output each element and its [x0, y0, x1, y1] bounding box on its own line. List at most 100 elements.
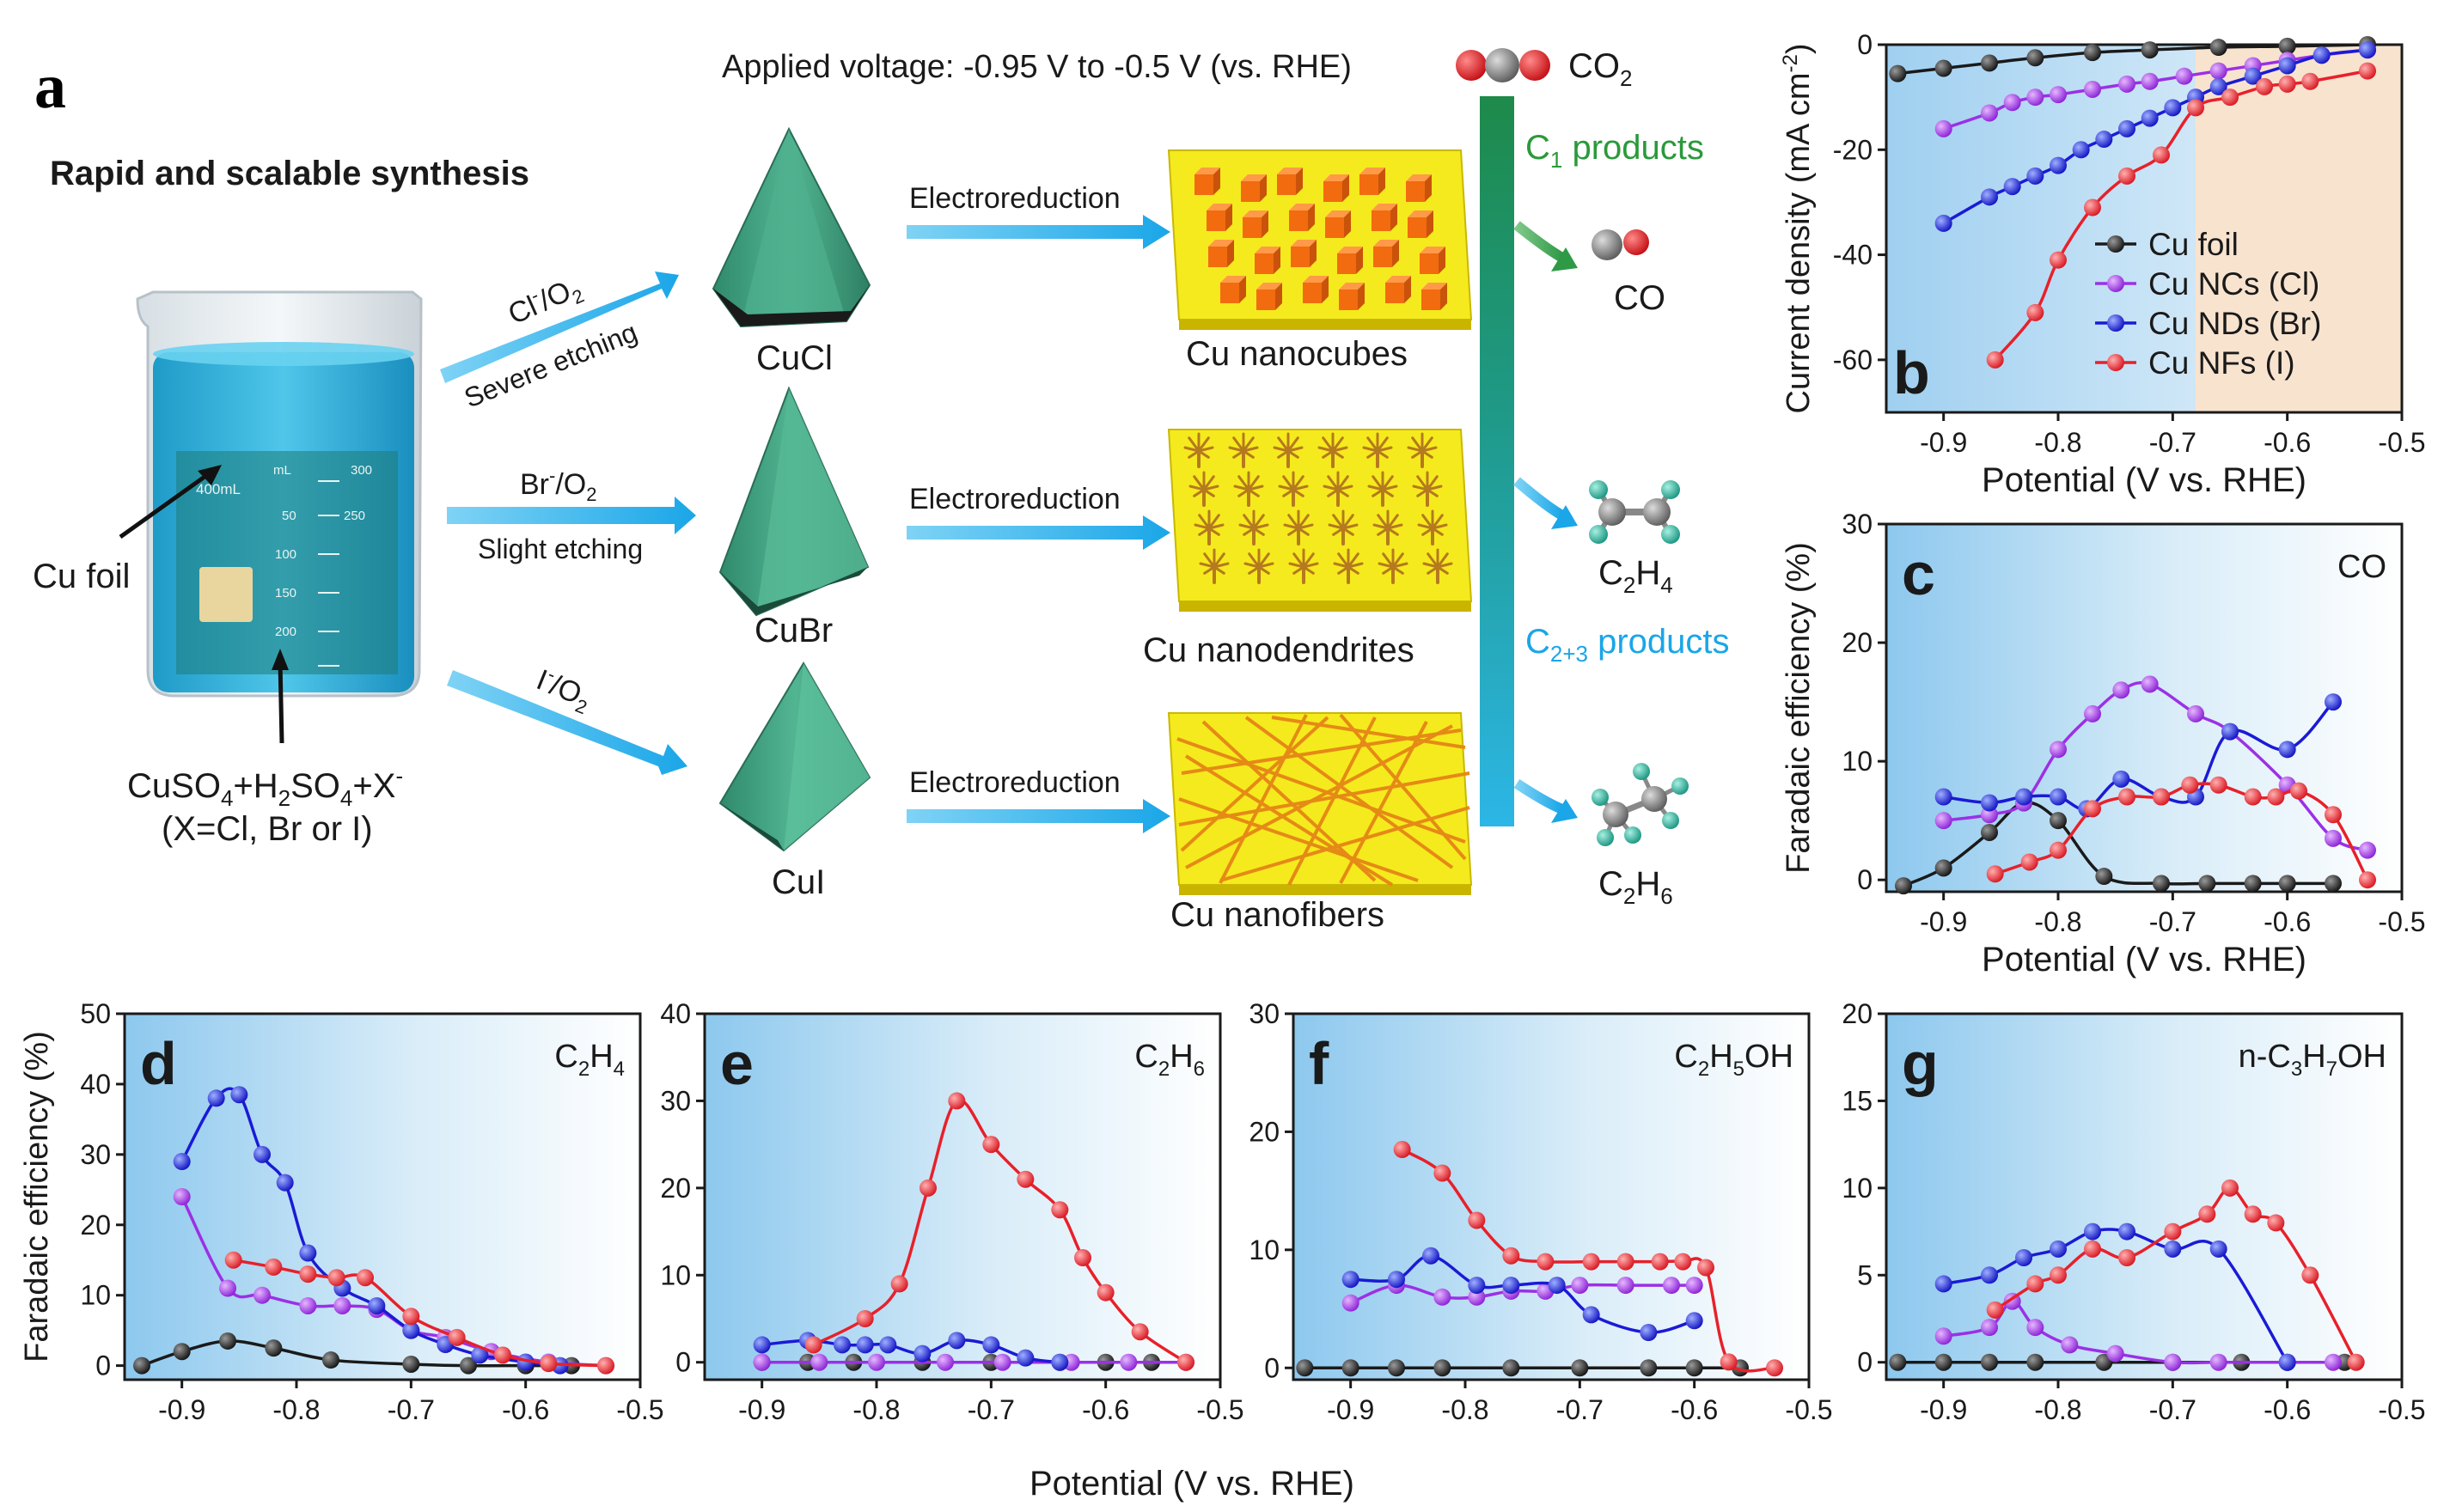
beaker-tick-50: 50 [282, 509, 296, 523]
data-point-black [1571, 1359, 1589, 1377]
legend-marker-red [2107, 354, 2124, 371]
nanocube-side [1262, 210, 1268, 238]
dendrite-branch [1336, 485, 1353, 491]
data-point-purple [2209, 62, 2227, 80]
y-tick-label: -20 [1833, 134, 1873, 165]
chart-c-background [1886, 524, 2402, 892]
dendrite-branch [1213, 552, 1225, 569]
data-point-red [1697, 1259, 1714, 1277]
data-point-black [1981, 1353, 1998, 1371]
nanofiber [1219, 714, 1308, 884]
route-br-ion: Br-/O2 [520, 465, 596, 505]
nanocube-front [1337, 253, 1356, 274]
nanodendrite [1362, 432, 1393, 468]
nanocube [1220, 276, 1246, 303]
nanocube-side [1296, 168, 1303, 195]
data-point-blue [1981, 794, 1998, 812]
nanocube-side [1356, 247, 1363, 274]
nanodendrite [1412, 471, 1443, 507]
chart-d-background [125, 1014, 640, 1380]
nanofiber [1271, 716, 1466, 749]
nanocube-side [1390, 204, 1397, 231]
nanofiber [1180, 716, 1329, 852]
nanocube-top [1303, 276, 1329, 283]
nanocube [1408, 210, 1433, 238]
nanocube-side [1439, 247, 1445, 274]
product-label-e: C2H6 [1134, 1039, 1205, 1081]
y-axis-label: Current density (mA cm-2) [1779, 44, 1817, 414]
data-point-blue [2118, 119, 2135, 137]
arrow-to-co [1513, 221, 1565, 263]
data-point-red [2244, 1205, 2262, 1223]
dendrite-branch [1278, 485, 1295, 491]
electroreduction-label-3: Electroreduction [909, 766, 1121, 799]
nanocube [1255, 247, 1280, 274]
dendrite-branch [1292, 485, 1309, 491]
nanocube-side [1322, 276, 1329, 303]
data-point-red [1502, 1247, 1520, 1265]
data-point-black [2084, 44, 2101, 62]
y-axis-label-sup: -2 [1779, 54, 1802, 72]
data-point-red [1986, 351, 2004, 369]
nanofiber [1339, 721, 1428, 884]
x-tick-label: -0.8 [272, 1394, 320, 1425]
data-point-blue [2095, 131, 2113, 149]
nanocube-side [1358, 283, 1365, 310]
product-label-part: H [590, 1039, 613, 1075]
y-axis-label: Faradaic efficiency (%) [19, 1031, 55, 1363]
nanocube-side [1440, 283, 1447, 310]
data-point-black [1889, 64, 1907, 82]
data-point-red [2267, 788, 2285, 806]
data-point-red [1674, 1253, 1692, 1271]
dendrite-branch [1376, 436, 1389, 453]
data-point-black [265, 1339, 283, 1357]
data-point-black [1934, 1353, 1952, 1371]
nanodendrite [1422, 548, 1453, 584]
chart-g-frame [1885, 1012, 2404, 1381]
data-point-red [2209, 776, 2227, 794]
substrate-nanofibers [1167, 712, 1473, 895]
data-point-blue [230, 1086, 248, 1104]
product-label-g: n-C3H7OH [2239, 1039, 2386, 1081]
dendrite-branch [1243, 562, 1261, 569]
x-tick-label: -0.9 [158, 1394, 205, 1425]
data-point-blue [2026, 167, 2044, 185]
data-point-red [1017, 1170, 1035, 1188]
dendrite-branch [1252, 523, 1269, 530]
x-tick-label: -0.8 [2034, 906, 2081, 937]
dendrite-branch [1426, 485, 1443, 491]
dendrite-branch [1228, 446, 1245, 453]
product-label-sub: 7 [2326, 1058, 2337, 1081]
dendrite-branch [1377, 514, 1390, 530]
data-point-purple [2325, 1353, 2342, 1371]
data-point-blue [2278, 1353, 2296, 1371]
data-point-blue [1051, 1353, 1069, 1371]
substrate-nanocubes [1167, 149, 1473, 330]
legend-label-purple: Cu NCs (Cl) [2148, 266, 2319, 302]
product-label-sub: 5 [1733, 1058, 1744, 1081]
beaker-tick-200: 200 [275, 625, 296, 639]
nanofiber [1339, 713, 1467, 861]
data-point-purple [1981, 1319, 1998, 1337]
chart-b-shade-peach [2196, 45, 2402, 412]
dendrite-branch [1197, 436, 1210, 453]
dendrite-branch [1242, 446, 1259, 453]
nanocube-top [1208, 240, 1234, 247]
nanocube-side [1275, 283, 1282, 310]
data-point-black [2026, 1353, 2044, 1371]
x-tick-label: -0.6 [2264, 1394, 2311, 1425]
data-point-red [2026, 1275, 2044, 1293]
nanocube-top [1194, 168, 1220, 174]
y-tick-label: 0 [675, 1347, 691, 1378]
x-tick-label: -0.8 [1441, 1394, 1488, 1425]
nanocube-front [1420, 253, 1439, 274]
nanocube-front [1339, 290, 1358, 310]
y-axis-label: Faradaic efficiency (%) [1781, 542, 1817, 874]
x-tick-label: -0.8 [2034, 427, 2081, 458]
electroreduction-label-1: Electroreduction [909, 182, 1121, 215]
x-tick-label: -0.5 [1785, 1394, 1832, 1425]
nanocube [1277, 168, 1303, 195]
route-br-etching: Slight etching [478, 533, 643, 564]
data-point-purple [2050, 86, 2067, 104]
legend-label-black: Cu foil [2148, 227, 2239, 262]
